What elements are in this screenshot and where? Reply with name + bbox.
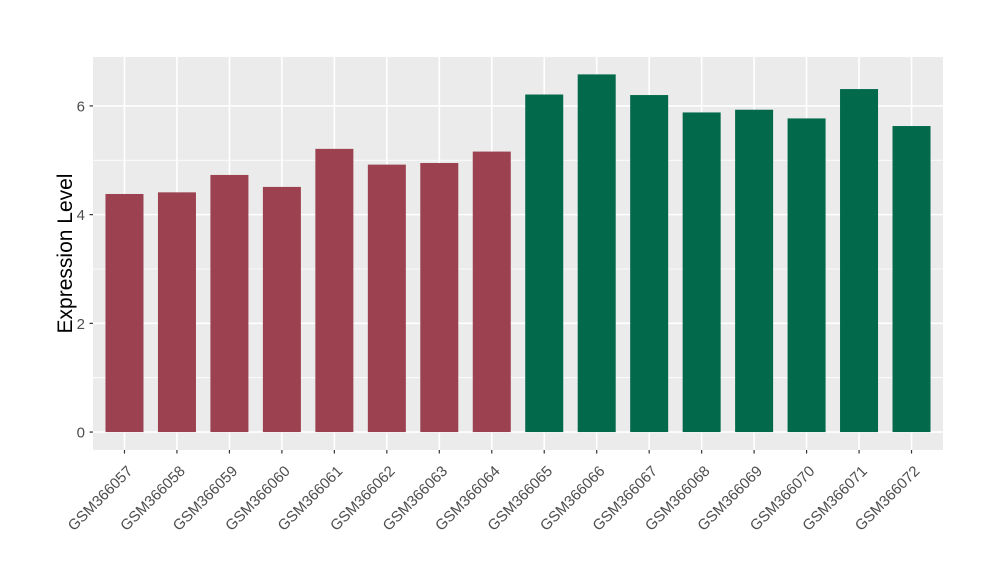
y-axis-title: Expression Level <box>54 174 77 334</box>
bar-GSM366071 <box>840 89 879 433</box>
bar-GSM366058 <box>157 192 196 433</box>
bar-GSM366061 <box>315 148 354 433</box>
bar-GSM366059 <box>210 174 249 433</box>
bar-GSM366067 <box>630 95 669 433</box>
tick-marks <box>89 105 913 454</box>
bar-GSM366062 <box>367 164 406 433</box>
bar-GSM366063 <box>420 162 459 433</box>
bars <box>105 74 931 433</box>
bar-GSM366057 <box>105 193 144 433</box>
y-tick-label: 0 <box>77 425 85 442</box>
bar-GSM366065 <box>525 94 564 433</box>
bar-GSM366070 <box>787 118 826 433</box>
bar-GSM366060 <box>262 186 301 433</box>
bar-GSM366064 <box>472 151 511 433</box>
x-tick-labels: GSM366057GSM366058GSM366059GSM366060GSM3… <box>65 463 924 535</box>
y-tick-label: 6 <box>77 98 85 115</box>
bar-GSM366068 <box>682 112 721 433</box>
y-tick-labels: 0 2 4 6 <box>77 98 85 441</box>
bar-GSM366069 <box>735 109 774 433</box>
bar-GSM366072 <box>892 126 931 433</box>
y-tick-label: 2 <box>77 316 85 333</box>
y-tick-label: 4 <box>77 207 85 224</box>
bar-GSM366066 <box>577 74 616 433</box>
